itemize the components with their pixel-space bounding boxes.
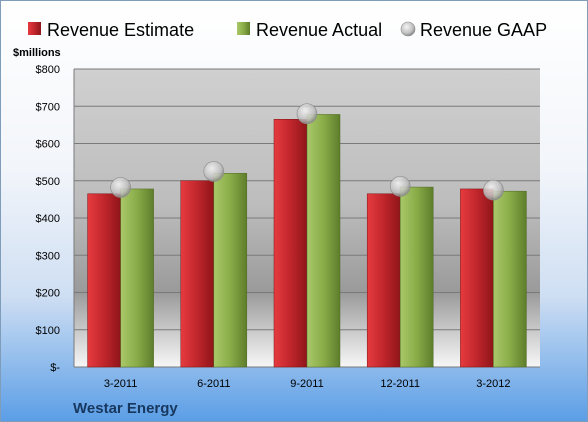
y-tick-label: $800: [36, 64, 60, 76]
bar-revenue-estimate: [180, 180, 215, 368]
bar-revenue-actual: [493, 190, 527, 368]
marker-revenue-gaap: [389, 176, 411, 197]
x-tick-label: 9-2011: [290, 378, 323, 390]
bar-revenue-estimate: [366, 193, 401, 368]
company-name: Westar Energy: [73, 400, 178, 417]
legend-swatch: [28, 22, 41, 35]
x-tick-label: 6-2011: [197, 378, 230, 390]
y-tick-label: $-: [50, 362, 60, 374]
legend-swatch: [237, 22, 250, 35]
legend-swatch-revenue-gaap: [400, 21, 416, 37]
bar-revenue-actual: [213, 173, 248, 368]
bar-revenue-actual: [120, 188, 154, 368]
x-tick-label: 3-2012: [476, 378, 510, 390]
marker-revenue-gaap: [110, 177, 131, 198]
marker-revenue-gaap: [203, 161, 225, 182]
y-tick-label: $400: [36, 213, 60, 225]
legend-revenue-actual: Revenue Actual: [256, 20, 382, 40]
legend-revenue-estimate: Revenue Estimate: [47, 20, 194, 40]
marker-revenue-gaap: [296, 103, 318, 124]
bar-revenue-estimate: [87, 193, 121, 368]
y-tick-label: $600: [36, 139, 60, 151]
x-tick-label: 12-2011: [380, 378, 420, 390]
bar-revenue-actual: [306, 114, 341, 368]
y-tick-label: $700: [36, 101, 60, 113]
y-axis-unit-label: $millions: [13, 47, 61, 59]
y-tick-label: $100: [36, 325, 60, 337]
bar-revenue-estimate: [460, 188, 494, 368]
marker-revenue-gaap: [483, 179, 504, 201]
y-tick-label: $200: [36, 288, 60, 300]
bar-revenue-estimate: [273, 119, 308, 368]
legend-revenue-gaap: Revenue GAAP: [420, 20, 547, 40]
y-tick-label: $500: [36, 176, 60, 188]
x-tick-label: 3-2011: [104, 378, 137, 390]
y-tick-label: $300: [36, 250, 60, 262]
bar-revenue-actual: [399, 186, 434, 368]
